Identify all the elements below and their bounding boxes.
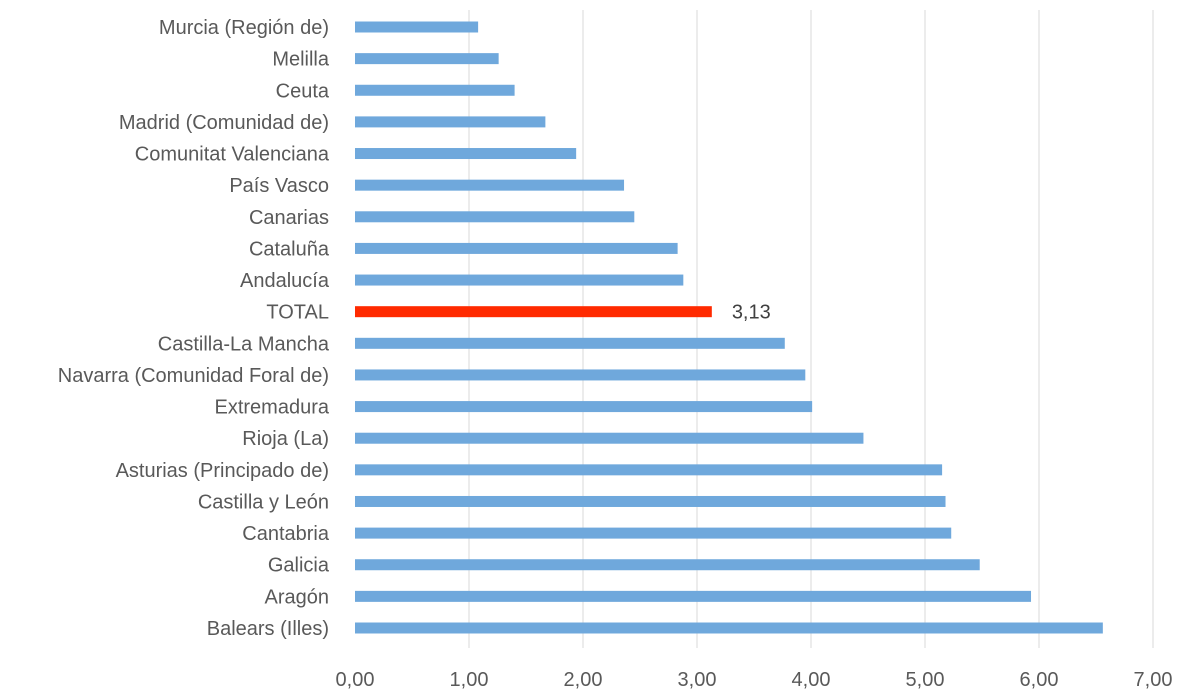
category-label: Ceuta xyxy=(276,80,330,102)
x-tick-label: 6,00 xyxy=(1020,669,1059,691)
bar xyxy=(355,116,546,128)
bar xyxy=(355,527,952,539)
category-label: Andalucía xyxy=(240,270,330,292)
bar xyxy=(355,495,946,507)
bar xyxy=(355,84,515,96)
category-label: Castilla-La Mancha xyxy=(158,333,330,355)
bar xyxy=(355,148,577,160)
grid-layer xyxy=(468,10,1154,648)
bar xyxy=(355,337,785,349)
bar xyxy=(355,179,625,191)
category-label: Galicia xyxy=(268,555,330,577)
bar xyxy=(355,211,635,223)
bar xyxy=(355,21,479,33)
x-tick-label: 3,00 xyxy=(678,669,717,691)
data-labels: 3,13 xyxy=(732,302,771,324)
bar xyxy=(355,559,980,571)
x-tick-label: 7,00 xyxy=(1134,669,1173,691)
bar xyxy=(355,401,813,413)
category-label: TOTAL xyxy=(266,302,329,324)
category-label: Comunitat Valenciana xyxy=(135,144,330,166)
category-label: Extremadura xyxy=(215,397,330,419)
x-tick-label: 1,00 xyxy=(450,669,489,691)
x-tick-label: 4,00 xyxy=(792,669,831,691)
bar xyxy=(355,274,684,286)
bar xyxy=(355,369,806,381)
bar-total xyxy=(355,306,712,318)
x-tick-label: 2,00 xyxy=(564,669,603,691)
x-tick-label: 0,00 xyxy=(336,669,375,691)
category-labels: Murcia (Región de) Melilla Ceuta Madrid (Co… xyxy=(58,17,330,640)
bar xyxy=(355,53,499,65)
bar xyxy=(355,464,943,476)
category-label: Murcia (Región de) xyxy=(159,17,329,39)
bar xyxy=(355,590,1032,602)
bars-layer xyxy=(355,21,1103,634)
category-label: Castilla y León xyxy=(198,491,329,513)
category-label: Canarias xyxy=(249,207,329,229)
category-label: Rioja (La) xyxy=(242,428,329,450)
category-label: Melilla xyxy=(272,49,330,71)
x-tick-label: 5,00 xyxy=(906,669,945,691)
bar xyxy=(355,622,1103,634)
category-label: País Vasco xyxy=(229,175,329,197)
category-label: Navarra (Comunidad Foral de) xyxy=(58,365,329,387)
data-label-total: 3,13 xyxy=(732,302,771,324)
category-label: Cataluña xyxy=(249,238,330,260)
category-label: Madrid (Comunidad de) xyxy=(119,112,329,134)
category-label: Asturias (Principado de) xyxy=(116,460,329,482)
category-label: Aragón xyxy=(265,586,330,608)
category-label: Balears (Illes) xyxy=(207,618,329,640)
bar xyxy=(355,432,864,444)
bar xyxy=(355,242,678,254)
x-axis-tick-labels: 0,00 1,00 2,00 3,00 4,00 5,00 6,00 7,00 xyxy=(336,669,1173,691)
category-label: Cantabria xyxy=(242,523,330,545)
